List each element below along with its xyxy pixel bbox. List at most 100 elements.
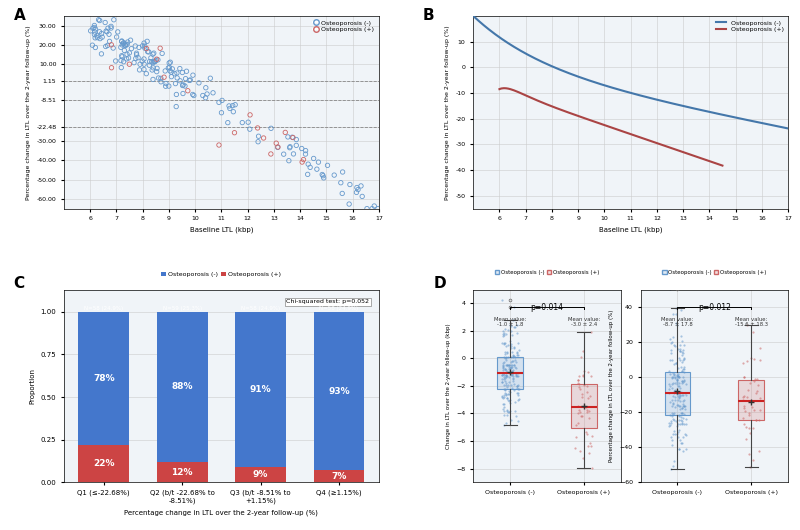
Point	[499, 385, 512, 394]
Point	[496, 370, 509, 379]
Point	[666, 356, 678, 364]
Point	[222, 118, 234, 127]
Point	[666, 369, 679, 377]
Point	[672, 427, 685, 436]
Point	[265, 124, 278, 132]
Point	[670, 319, 682, 327]
Point	[574, 352, 587, 361]
Point	[499, 379, 512, 387]
Point	[666, 408, 678, 417]
Point	[252, 137, 265, 146]
Point	[669, 359, 682, 368]
Point	[674, 347, 686, 356]
Point	[118, 57, 130, 66]
Point	[271, 143, 284, 152]
Point	[512, 385, 525, 394]
Point	[129, 42, 142, 50]
Point	[572, 372, 585, 381]
Point	[674, 383, 686, 392]
Point	[677, 390, 690, 399]
Point	[664, 285, 677, 294]
Point	[677, 355, 690, 364]
Point	[496, 371, 509, 379]
Point	[321, 161, 334, 170]
Point	[582, 448, 595, 457]
Point	[496, 378, 509, 386]
Point	[178, 82, 191, 90]
Point	[503, 387, 516, 396]
Point	[576, 347, 589, 355]
Point	[508, 342, 521, 351]
Point	[497, 358, 510, 367]
Point	[665, 432, 678, 441]
Point	[678, 354, 690, 363]
Point	[742, 423, 755, 432]
Point	[510, 350, 523, 359]
Point	[110, 57, 122, 65]
Point	[498, 331, 510, 339]
Point	[510, 384, 523, 392]
Point	[572, 380, 585, 388]
Point	[742, 409, 755, 417]
Legend: Osteoporosis (-), Osteoporosis (+): Osteoporosis (-), Osteoporosis (+)	[715, 19, 785, 33]
Point	[299, 150, 312, 158]
Point	[750, 416, 762, 425]
Point	[512, 395, 525, 404]
Point	[302, 170, 314, 179]
Point	[740, 393, 753, 401]
Point	[673, 426, 686, 434]
Point	[498, 375, 510, 383]
Point	[508, 407, 521, 416]
Point	[150, 56, 162, 65]
Point	[510, 321, 523, 329]
Point	[670, 304, 682, 313]
Point	[88, 21, 101, 30]
Point	[667, 369, 680, 378]
Point	[498, 391, 510, 400]
Point	[668, 374, 681, 382]
Point	[206, 89, 219, 97]
Point	[146, 75, 159, 84]
Point	[510, 358, 522, 367]
Point	[510, 412, 522, 421]
Point	[143, 57, 156, 66]
Point	[586, 464, 599, 473]
Point	[499, 377, 512, 385]
Point	[507, 322, 520, 331]
Point	[675, 351, 688, 359]
Point	[673, 390, 686, 398]
Text: B: B	[423, 8, 434, 23]
Point	[753, 446, 766, 455]
Point	[672, 382, 685, 391]
Point	[136, 57, 149, 65]
Point	[507, 356, 520, 365]
Point	[674, 345, 687, 354]
Text: Mean value:
-8.7 ± 17.8: Mean value: -8.7 ± 17.8	[662, 316, 694, 328]
Point	[499, 391, 512, 399]
Point	[142, 48, 154, 56]
Point	[673, 356, 686, 364]
Point	[498, 357, 510, 366]
Point	[184, 76, 197, 84]
Point	[96, 33, 109, 41]
Point	[242, 118, 254, 127]
Point	[671, 374, 684, 383]
Point	[193, 78, 206, 87]
Point	[678, 355, 690, 364]
Point	[670, 417, 682, 425]
Point	[502, 361, 515, 369]
Point	[506, 375, 519, 384]
Point	[159, 82, 172, 91]
Point	[95, 50, 108, 58]
Text: 78%: 78%	[93, 374, 114, 383]
Point	[577, 453, 590, 462]
Point	[569, 432, 582, 441]
Point	[571, 409, 584, 418]
Point	[507, 372, 520, 380]
Point	[236, 118, 249, 127]
Point	[676, 346, 689, 355]
Point	[257, 134, 270, 142]
Point	[582, 414, 595, 422]
Point	[93, 28, 106, 36]
Point	[665, 419, 678, 428]
